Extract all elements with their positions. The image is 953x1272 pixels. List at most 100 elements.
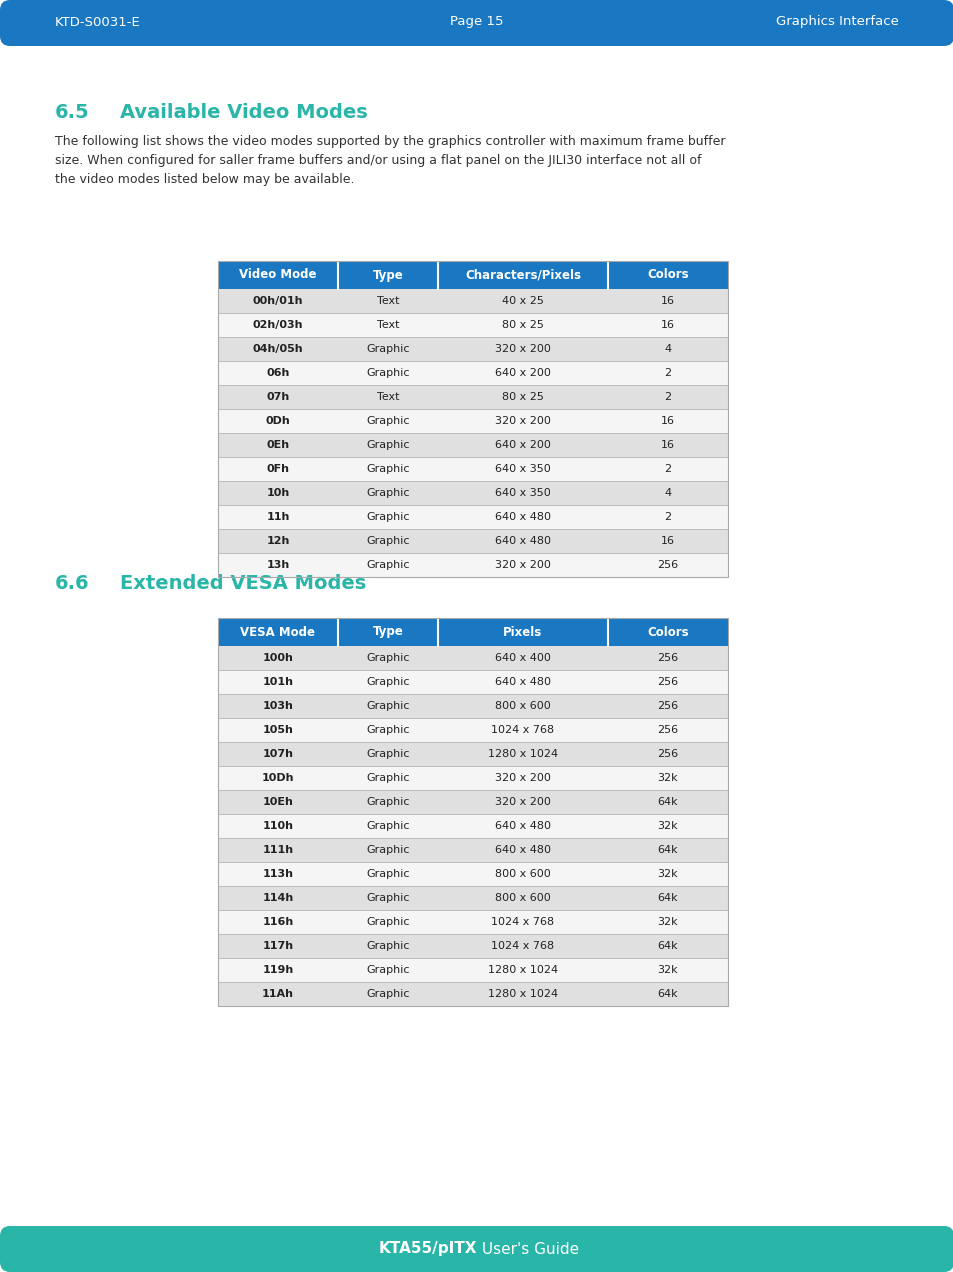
Text: 10Eh: 10Eh <box>262 798 294 806</box>
Text: Colors: Colors <box>646 626 688 639</box>
Bar <box>218 618 727 1006</box>
Text: 32k: 32k <box>657 820 678 831</box>
Text: Graphic: Graphic <box>366 488 410 499</box>
Text: 1024 x 768: 1024 x 768 <box>491 725 554 735</box>
Text: 320 x 200: 320 x 200 <box>495 560 551 570</box>
Bar <box>218 410 727 432</box>
Text: Graphic: Graphic <box>366 893 410 903</box>
Text: User's Guide: User's Guide <box>476 1241 578 1257</box>
Text: 111h: 111h <box>262 845 294 855</box>
Text: 80 x 25: 80 x 25 <box>501 392 543 402</box>
Text: 1280 x 1024: 1280 x 1024 <box>487 749 558 759</box>
Text: 64k: 64k <box>657 990 678 999</box>
Bar <box>218 909 727 934</box>
Text: 13h: 13h <box>266 560 290 570</box>
Text: Graphic: Graphic <box>366 677 410 687</box>
Text: VESA Mode: VESA Mode <box>240 626 315 639</box>
Text: 256: 256 <box>657 653 678 663</box>
Text: 16: 16 <box>660 416 675 426</box>
Text: Video Mode: Video Mode <box>239 268 316 281</box>
Text: 11h: 11h <box>266 513 290 522</box>
Bar <box>218 670 727 695</box>
Text: 640 x 200: 640 x 200 <box>495 368 551 378</box>
Text: 320 x 200: 320 x 200 <box>495 343 551 354</box>
Text: Text: Text <box>376 321 399 329</box>
Bar <box>218 887 727 909</box>
Text: Graphic: Graphic <box>366 990 410 999</box>
Text: Graphic: Graphic <box>366 869 410 879</box>
Text: 2: 2 <box>663 392 671 402</box>
Text: 256: 256 <box>657 701 678 711</box>
Text: Available Video Modes: Available Video Modes <box>120 103 367 122</box>
Text: 10h: 10h <box>266 488 290 499</box>
Text: 64k: 64k <box>657 845 678 855</box>
Bar <box>218 618 727 646</box>
Text: 800 x 600: 800 x 600 <box>495 893 550 903</box>
Bar <box>218 361 727 385</box>
Text: Graphic: Graphic <box>366 513 410 522</box>
Text: Graphic: Graphic <box>366 773 410 784</box>
Text: 1024 x 768: 1024 x 768 <box>491 917 554 927</box>
Bar <box>218 261 727 289</box>
Text: 640 x 480: 640 x 480 <box>495 820 551 831</box>
Text: Type: Type <box>373 626 403 639</box>
Bar <box>218 261 727 577</box>
Text: Graphic: Graphic <box>366 536 410 546</box>
Bar <box>218 481 727 505</box>
Bar <box>218 529 727 553</box>
Text: Graphic: Graphic <box>366 845 410 855</box>
Text: 320 x 200: 320 x 200 <box>495 773 551 784</box>
Text: 02h/03h: 02h/03h <box>253 321 303 329</box>
Bar <box>218 958 727 982</box>
Bar <box>218 313 727 337</box>
Bar <box>218 553 727 577</box>
Text: Graphic: Graphic <box>366 965 410 976</box>
Text: Graphic: Graphic <box>366 440 410 450</box>
Bar <box>218 457 727 481</box>
Text: Graphic: Graphic <box>366 725 410 735</box>
Text: 113h: 113h <box>262 869 294 879</box>
Text: Graphic: Graphic <box>366 416 410 426</box>
Text: 119h: 119h <box>262 965 294 976</box>
Bar <box>218 814 727 838</box>
Text: Graphic: Graphic <box>366 941 410 951</box>
Text: Graphic: Graphic <box>366 820 410 831</box>
Text: 640 x 350: 640 x 350 <box>495 464 550 474</box>
Text: Graphic: Graphic <box>366 368 410 378</box>
Text: 107h: 107h <box>262 749 294 759</box>
Text: 105h: 105h <box>262 725 294 735</box>
Text: 4: 4 <box>663 488 671 499</box>
Bar <box>218 385 727 410</box>
Text: 640 x 200: 640 x 200 <box>495 440 551 450</box>
Text: 256: 256 <box>657 725 678 735</box>
FancyBboxPatch shape <box>0 1226 953 1272</box>
Text: 0Dh: 0Dh <box>265 416 290 426</box>
Text: 10Dh: 10Dh <box>261 773 294 784</box>
Text: The following list shows the video modes supported by the graphics controller wi: The following list shows the video modes… <box>55 135 724 148</box>
Text: Text: Text <box>376 296 399 307</box>
Text: Page 15: Page 15 <box>450 15 503 28</box>
Text: Graphic: Graphic <box>366 464 410 474</box>
Text: 6.5: 6.5 <box>55 103 90 122</box>
Text: 64k: 64k <box>657 798 678 806</box>
Text: 2: 2 <box>663 464 671 474</box>
Text: 32k: 32k <box>657 965 678 976</box>
Bar <box>218 717 727 742</box>
Bar <box>218 934 727 958</box>
Text: 6.6: 6.6 <box>55 574 90 593</box>
Text: the video modes listed below may be available.: the video modes listed below may be avai… <box>55 173 355 186</box>
Text: Extended VESA Modes: Extended VESA Modes <box>120 574 366 593</box>
Text: 4: 4 <box>663 343 671 354</box>
Bar <box>218 862 727 887</box>
Text: Characters/Pixels: Characters/Pixels <box>464 268 580 281</box>
Text: 640 x 480: 640 x 480 <box>495 677 551 687</box>
Text: 640 x 480: 640 x 480 <box>495 845 551 855</box>
Bar <box>218 646 727 670</box>
Text: 0Fh: 0Fh <box>266 464 289 474</box>
Text: 256: 256 <box>657 677 678 687</box>
Text: 114h: 114h <box>262 893 294 903</box>
Text: Graphic: Graphic <box>366 343 410 354</box>
Bar <box>218 695 727 717</box>
Bar <box>218 337 727 361</box>
Text: Graphics Interface: Graphics Interface <box>776 15 898 28</box>
